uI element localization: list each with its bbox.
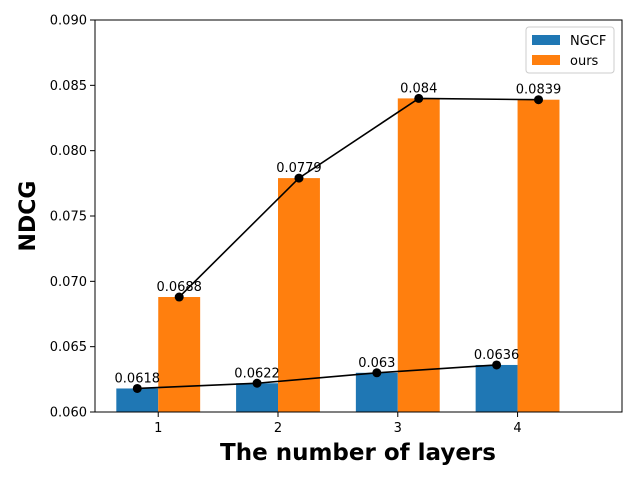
marker-ngcf-1: [132, 383, 142, 393]
data-label-ours-1: 0.0688: [156, 280, 202, 295]
data-label-ours-4: 0.0839: [516, 83, 562, 98]
data-label-ours-2: 0.0779: [276, 161, 322, 176]
data-label-ngcf-2: 0.0622: [234, 366, 280, 381]
legend-label-ngcf: NGCF: [570, 34, 606, 49]
x-axis-title: The number of layers: [220, 440, 496, 466]
y-tick-label: 0.090: [50, 14, 87, 29]
data-label-ours-3: 0.084: [400, 81, 437, 96]
y-tick-label: 0.065: [50, 340, 87, 355]
x-tick-label: 2: [274, 421, 282, 436]
legend: NGCF ours: [525, 26, 615, 74]
marker-ngcf-4: [492, 360, 502, 370]
marker-ngcf-3: [372, 368, 382, 378]
bars-group: [116, 98, 560, 413]
y-tick-label: 0.085: [50, 79, 87, 94]
bar-ours-2: [278, 178, 320, 412]
bar-ngcf-2: [236, 383, 279, 412]
marker-ngcf-2: [252, 378, 262, 388]
data-label-ngcf-1: 0.0618: [115, 371, 161, 386]
bar-ours-1: [158, 297, 201, 412]
y-tick-label: 0.070: [50, 275, 87, 290]
legend-swatch-ours: [532, 55, 560, 65]
trend-lines-group: [132, 93, 544, 393]
legend-swatch-ngcf: [532, 35, 560, 45]
x-tick-label: 1: [154, 421, 162, 436]
y-axis: 0.060 0.065 0.070 0.075 0.080 0.085 0.090: [50, 14, 95, 421]
marker-ours-3: [414, 93, 424, 103]
bar-ngcf-1: [116, 388, 159, 412]
bar-ours-3: [397, 98, 440, 413]
bar-ngcf-4: [475, 364, 518, 412]
legend-label-ours: ours: [570, 54, 599, 69]
x-tick-label: 3: [394, 421, 402, 436]
x-axis: 1 2 3 4: [154, 412, 522, 436]
marker-ours-4: [534, 95, 544, 105]
marker-ours-2: [294, 173, 304, 183]
data-labels-group: 0.0618 0.0622 0.063 0.0636 0.0688 0.0779 0.084…: [115, 81, 562, 386]
x-tick-label: 4: [513, 421, 521, 436]
y-tick-label: 0.060: [50, 406, 87, 421]
bar-ours-4: [517, 99, 560, 412]
y-tick-label: 0.075: [50, 210, 87, 225]
marker-ours-1: [174, 292, 184, 302]
data-label-ngcf-3: 0.063: [358, 356, 395, 371]
y-tick-label: 0.080: [50, 144, 87, 159]
trend-line-ngcf: [137, 364, 497, 390]
y-axis-title: NDCG: [16, 181, 41, 252]
data-label-ngcf-4: 0.0636: [474, 348, 520, 363]
trend-line-ours: [178, 97, 539, 298]
bar-ngcf-3: [355, 372, 398, 412]
